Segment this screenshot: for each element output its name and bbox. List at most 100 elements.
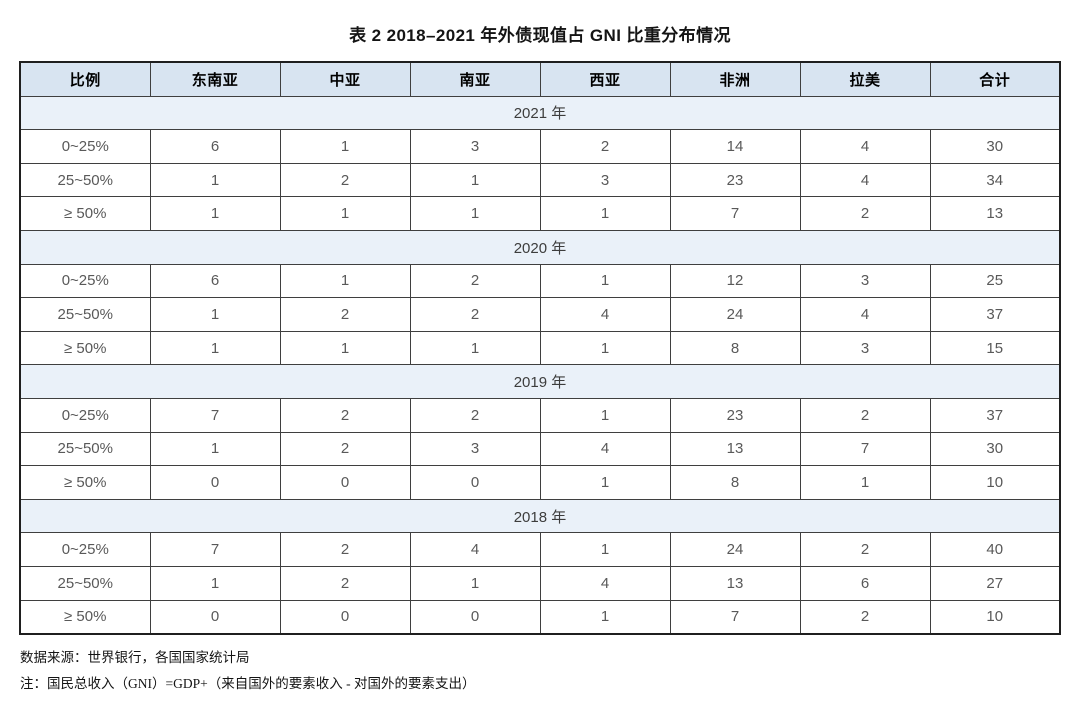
data-cell: 10 bbox=[929, 599, 1061, 635]
data-cell: 23 bbox=[669, 162, 801, 198]
data-cell: 2 bbox=[799, 196, 931, 231]
data-cell: 1 bbox=[539, 397, 671, 433]
data-cell: 0 bbox=[279, 465, 411, 500]
data-cell: 2 bbox=[799, 532, 931, 567]
footnote-gni-definition: 注：国民总收入（GNI）=GDP+（来自国外的要素收入 - 对国外的要素支出） bbox=[20, 676, 476, 692]
year-row-2021: 2021 年 bbox=[19, 95, 1061, 131]
data-cell: 2 bbox=[409, 297, 541, 332]
col-header-latin-america: 拉美 bbox=[799, 61, 931, 97]
data-cell: 25 bbox=[929, 263, 1061, 299]
col-header-central-asia: 中亚 bbox=[279, 61, 411, 97]
data-cell: 7 bbox=[799, 431, 931, 467]
data-cell: 1 bbox=[279, 196, 411, 231]
table-row: ≥ 50% 0 0 0 1 8 1 10 bbox=[19, 465, 1061, 500]
data-cell: 37 bbox=[929, 397, 1061, 433]
data-cell: 4 bbox=[799, 297, 931, 332]
data-cell: 2 bbox=[279, 162, 411, 198]
data-cell: 3 bbox=[409, 431, 541, 467]
data-cell: 0 bbox=[409, 465, 541, 500]
table-row: 0~25% 6 1 3 2 14 4 30 bbox=[19, 129, 1061, 164]
row-label: 25~50% bbox=[19, 297, 151, 332]
year-label: 2020 年 bbox=[19, 229, 1061, 265]
row-label: 25~50% bbox=[19, 565, 151, 601]
data-cell: 30 bbox=[929, 431, 1061, 467]
table-row: 0~25% 7 2 2 1 23 2 37 bbox=[19, 397, 1061, 433]
data-cell: 2 bbox=[539, 129, 671, 164]
data-cell: 27 bbox=[929, 565, 1061, 601]
data-cell: 1 bbox=[409, 196, 541, 231]
data-cell: 30 bbox=[929, 129, 1061, 164]
data-cell: 6 bbox=[799, 565, 931, 601]
data-cell: 2 bbox=[799, 397, 931, 433]
data-cell: 1 bbox=[409, 162, 541, 198]
table-title: 表 2 2018–2021 年外债现值占 GNI 比重分布情况 bbox=[349, 26, 731, 45]
row-label: 0~25% bbox=[19, 263, 151, 299]
col-header-africa: 非洲 bbox=[669, 61, 801, 97]
data-cell: 13 bbox=[929, 196, 1061, 231]
row-label: ≥ 50% bbox=[19, 330, 151, 366]
footnotes: 数据来源：世界银行，各国国家统计局 注：国民总收入（GNI）=GDP+（来自国外… bbox=[20, 645, 1080, 698]
data-cell: 1 bbox=[539, 599, 671, 635]
footnote-data-source: 数据来源：世界银行，各国国家统计局 bbox=[20, 650, 250, 666]
data-cell: 1 bbox=[279, 330, 411, 366]
table-row: ≥ 50% 1 1 1 1 7 2 13 bbox=[19, 196, 1061, 231]
data-cell: 37 bbox=[929, 297, 1061, 332]
table-row: 25~50% 1 2 1 4 13 6 27 bbox=[19, 565, 1061, 601]
data-cell: 4 bbox=[539, 431, 671, 467]
data-cell: 1 bbox=[279, 263, 411, 299]
data-cell: 8 bbox=[669, 330, 801, 366]
data-cell: 1 bbox=[279, 129, 411, 164]
col-header-south-asia: 南亚 bbox=[409, 61, 541, 97]
data-cell: 23 bbox=[669, 397, 801, 433]
data-cell: 1 bbox=[409, 565, 541, 601]
data-cell: 0 bbox=[149, 599, 281, 635]
data-cell: 6 bbox=[149, 129, 281, 164]
data-cell: 2 bbox=[799, 599, 931, 635]
row-label: ≥ 50% bbox=[19, 599, 151, 635]
data-cell: 2 bbox=[279, 431, 411, 467]
data-cell: 2 bbox=[279, 565, 411, 601]
year-row-2019: 2019 年 bbox=[19, 364, 1061, 399]
data-cell: 1 bbox=[539, 532, 671, 567]
data-cell: 15 bbox=[929, 330, 1061, 366]
data-cell: 7 bbox=[669, 599, 801, 635]
col-header-southeast-asia: 东南亚 bbox=[149, 61, 281, 97]
row-label: ≥ 50% bbox=[19, 465, 151, 500]
data-cell: 4 bbox=[539, 297, 671, 332]
row-label: 25~50% bbox=[19, 431, 151, 467]
row-label: 0~25% bbox=[19, 397, 151, 433]
year-row-2018: 2018 年 bbox=[19, 498, 1061, 534]
debt-gni-table: 比例 东南亚 中亚 南亚 西亚 非洲 拉美 合计 2021 年 0~25% 6 … bbox=[19, 61, 1061, 636]
data-cell: 4 bbox=[799, 162, 931, 198]
data-cell: 0 bbox=[149, 465, 281, 500]
table-row: 25~50% 1 2 3 4 13 7 30 bbox=[19, 431, 1061, 467]
data-cell: 2 bbox=[409, 397, 541, 433]
data-cell: 1 bbox=[149, 330, 281, 366]
data-cell: 1 bbox=[149, 196, 281, 231]
data-cell: 14 bbox=[669, 129, 801, 164]
data-cell: 1 bbox=[539, 196, 671, 231]
data-cell: 7 bbox=[149, 532, 281, 567]
table-row: 25~50% 1 2 1 3 23 4 34 bbox=[19, 162, 1061, 198]
data-cell: 4 bbox=[799, 129, 931, 164]
year-label: 2019 年 bbox=[19, 364, 1061, 399]
col-header-total: 合计 bbox=[929, 61, 1061, 97]
row-label: 25~50% bbox=[19, 162, 151, 198]
row-label: 0~25% bbox=[19, 532, 151, 567]
table-row: 0~25% 7 2 4 1 24 2 40 bbox=[19, 532, 1061, 567]
data-cell: 13 bbox=[669, 431, 801, 467]
data-cell: 2 bbox=[279, 397, 411, 433]
data-cell: 40 bbox=[929, 532, 1061, 567]
year-label: 2021 年 bbox=[19, 95, 1061, 131]
data-cell: 1 bbox=[149, 565, 281, 601]
data-cell: 3 bbox=[539, 162, 671, 198]
data-cell: 1 bbox=[409, 330, 541, 366]
data-cell: 0 bbox=[279, 599, 411, 635]
year-label: 2018 年 bbox=[19, 498, 1061, 534]
data-cell: 12 bbox=[669, 263, 801, 299]
data-cell: 6 bbox=[149, 263, 281, 299]
data-cell: 3 bbox=[799, 263, 931, 299]
data-cell: 8 bbox=[669, 465, 801, 500]
data-cell: 1 bbox=[539, 263, 671, 299]
data-cell: 2 bbox=[409, 263, 541, 299]
